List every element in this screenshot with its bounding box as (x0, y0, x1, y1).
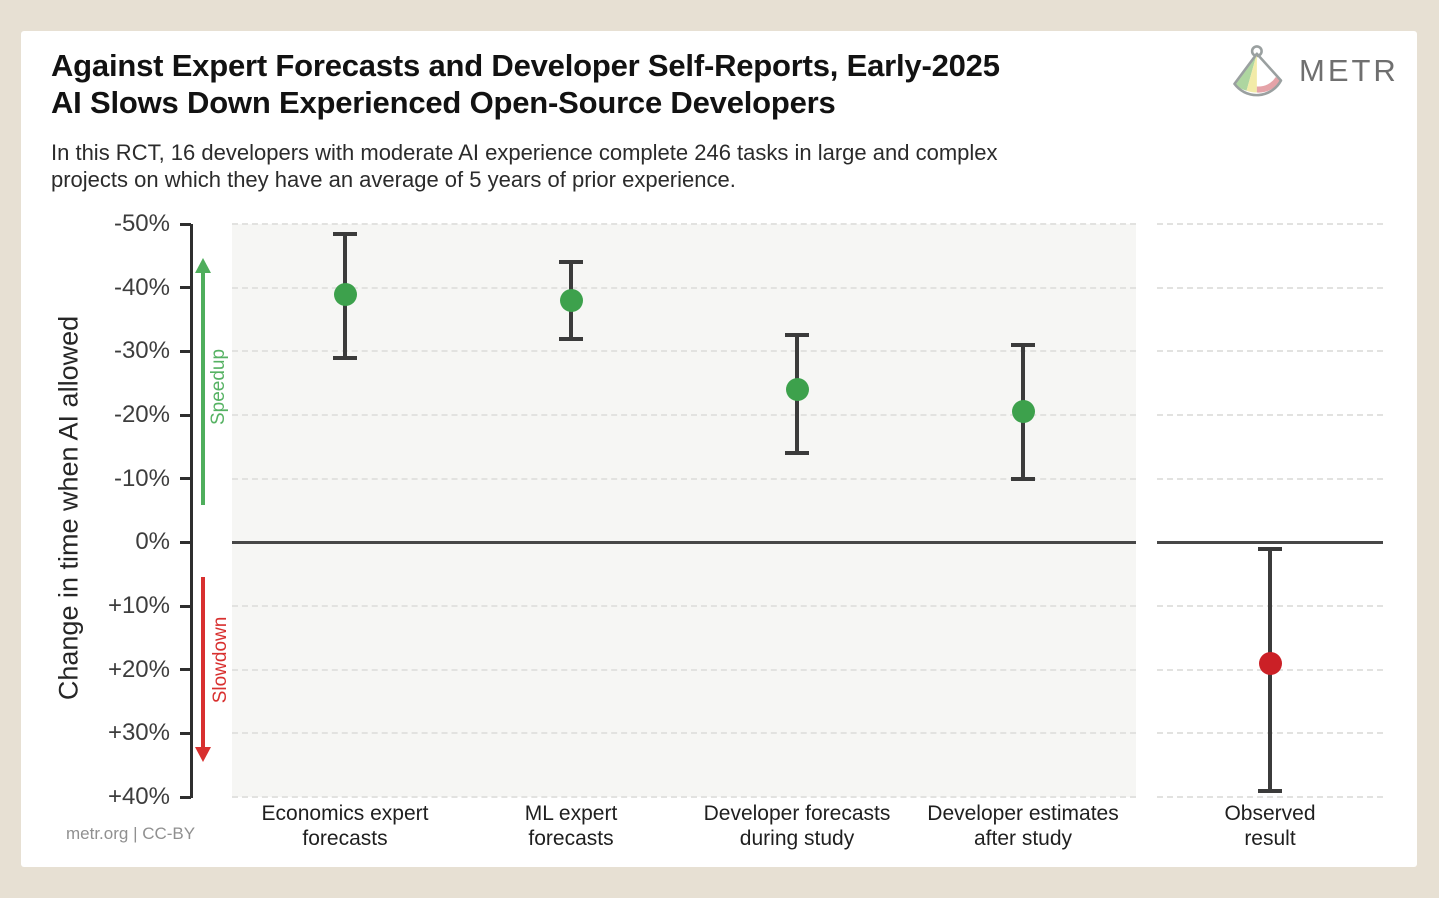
gridline (1157, 477, 1383, 480)
data-point (1011, 400, 1035, 424)
y-axis-tick-label: -40% (113, 273, 170, 301)
metr-logo: METR (1225, 42, 1399, 100)
error-bar-cap-top (785, 333, 809, 338)
speedup-arrow-up-icon (195, 258, 211, 273)
chart-subtitle-line1: In this RCT, 16 developers with moderate… (51, 140, 998, 165)
slowdown-arrow-down-icon (195, 747, 211, 762)
data-point (559, 288, 583, 312)
y-axis-tick (180, 731, 191, 735)
chart-title: Against Expert Forecasts and Developer S… (51, 47, 1000, 121)
metr-logo-text: METR (1299, 53, 1399, 88)
gridline (232, 477, 1136, 480)
gridline (1157, 350, 1383, 353)
error-bar-cap-bottom (559, 336, 583, 341)
data-point (333, 282, 357, 306)
y-axis-tick-label: +40% (107, 783, 170, 810)
zero-line (1157, 540, 1383, 544)
y-axis-tick-label: -50% (113, 210, 170, 237)
y-axis-tick (180, 222, 191, 226)
chart-subtitle: In this RCT, 16 developers with moderate… (51, 139, 998, 193)
category-label-line2: forecasts (528, 827, 614, 850)
error-bar-cap-top (1011, 342, 1035, 347)
error-bar-cap-bottom (1011, 476, 1035, 481)
chart-subtitle-line2: projects on which they have an average o… (51, 167, 736, 192)
y-axis-tick (180, 477, 191, 481)
gridline (232, 668, 1136, 671)
speedup-label: Speedup (208, 348, 229, 426)
category-label-line1: ML expert (524, 802, 618, 825)
y-axis-tick (180, 413, 191, 417)
category-label-line1: Developer forecasts (703, 802, 891, 825)
y-axis-tick (180, 286, 191, 290)
category-label: Developer forecasts during study (667, 801, 927, 851)
category-label: Observed result (1140, 801, 1400, 851)
y-axis-tick-label: 0% (135, 528, 170, 556)
y-axis-tick-label: -20% (113, 401, 170, 428)
category-label-line2: forecasts (302, 827, 388, 850)
category-label-line2: during study (739, 827, 855, 850)
y-axis-tick-label: +30% (107, 719, 170, 747)
gridline (232, 605, 1136, 607)
error-bar-cap-top (333, 231, 357, 236)
category-label-line1: Economics expert (261, 802, 429, 825)
category-label: Economics expert forecasts (215, 801, 475, 851)
y-axis-tick-label: +20% (107, 655, 170, 683)
y-axis-title: Change in time when AI allowed (53, 315, 84, 701)
speedup-arrow-shaft (201, 271, 205, 505)
gridline (232, 732, 1136, 735)
gridline (232, 223, 1136, 225)
gridline (1157, 223, 1383, 225)
y-axis-tick (180, 795, 191, 799)
gridline (1157, 414, 1383, 416)
error-bar-cap-top (559, 260, 583, 265)
metr-logo-icon (1233, 45, 1283, 97)
gridline (1157, 796, 1383, 798)
category-label-line1: Developer estimates (927, 802, 1119, 825)
gridline (232, 350, 1136, 353)
error-bar-cap-bottom (785, 451, 809, 456)
gridline (232, 414, 1136, 416)
y-axis-tick-label: -10% (113, 464, 170, 492)
category-label-line1: Observed (1224, 802, 1316, 825)
slowdown-label: Slowdown (210, 616, 231, 704)
gridline (232, 796, 1136, 798)
error-bar-cap-bottom (1258, 788, 1282, 793)
category-label: Developer estimates after study (893, 801, 1153, 851)
y-axis-tick (180, 604, 191, 608)
category-label-line2: result (1244, 827, 1296, 850)
gridline (1157, 286, 1383, 289)
attribution-credit: metr.org | CC-BY (66, 824, 196, 843)
data-point (785, 378, 809, 402)
category-label: ML expert forecasts (441, 801, 701, 851)
error-bar-cap-top (1258, 546, 1282, 551)
y-axis-tick-label: +10% (107, 592, 170, 619)
zero-line (232, 540, 1136, 544)
y-axis-tick-label: -30% (113, 337, 170, 365)
chart-title-line2: AI Slows Down Experienced Open-Source De… (51, 85, 836, 120)
category-label-line2: after study (973, 827, 1073, 850)
y-axis-tick (180, 540, 191, 544)
y-axis-tick (180, 668, 191, 672)
y-axis-tick (180, 349, 191, 353)
error-bar-cap-bottom (333, 355, 357, 360)
gridline (232, 286, 1136, 289)
chart-title-line1: Against Expert Forecasts and Developer S… (51, 48, 1000, 83)
data-point (1258, 651, 1282, 675)
slowdown-arrow-shaft (201, 577, 205, 749)
y-axis-line (190, 224, 193, 798)
plot-area-forecasts (232, 224, 1136, 797)
